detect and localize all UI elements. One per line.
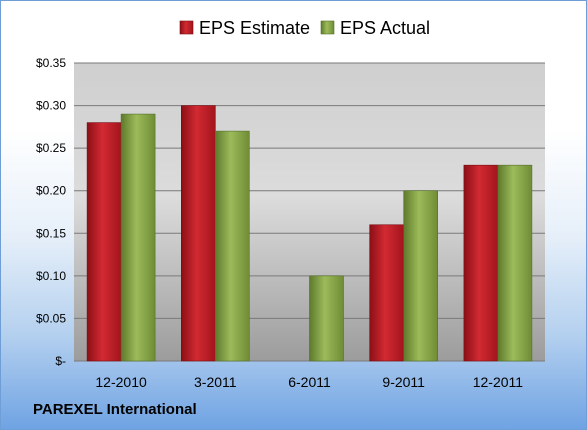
bar-actual-12-2011 bbox=[497, 164, 533, 362]
y-tick-label: $- bbox=[55, 354, 66, 368]
x-tick-label: 12-2011 bbox=[473, 374, 524, 390]
y-tick-label: $0.10 bbox=[36, 269, 66, 283]
legend-label-estimate: EPS Estimate bbox=[199, 18, 310, 38]
bar-estimate-12-2010 bbox=[86, 122, 122, 362]
y-tick-label: $0.20 bbox=[36, 184, 66, 198]
y-tick-label: $0.35 bbox=[36, 56, 66, 70]
bar-estimate-3-2011 bbox=[181, 105, 216, 362]
bar-estimate-9-2011 bbox=[369, 224, 405, 362]
x-tick-label: 9-2011 bbox=[382, 374, 425, 390]
company-name: PAREXEL International bbox=[33, 401, 197, 418]
y-tick-label: $0.25 bbox=[36, 141, 66, 155]
x-tick-label: 3-2011 bbox=[194, 374, 237, 390]
x-tick-label: 12-2010 bbox=[95, 374, 147, 390]
legend-swatch-actual bbox=[320, 20, 335, 35]
bar-actual-9-2011 bbox=[403, 190, 439, 362]
bar-actual-6-2011 bbox=[309, 275, 344, 362]
bar-actual-12-2010 bbox=[120, 113, 156, 362]
y-tick-label: $0.30 bbox=[36, 99, 66, 113]
legend-swatch-estimate bbox=[179, 20, 194, 35]
y-tick-label: $0.05 bbox=[36, 311, 66, 325]
legend-label-actual: EPS Actual bbox=[340, 18, 430, 38]
bar-actual-3-2011 bbox=[215, 130, 250, 362]
y-tick-label: $0.15 bbox=[36, 226, 66, 240]
bar-estimate-12-2011 bbox=[463, 164, 499, 362]
x-tick-label: 6-2011 bbox=[288, 374, 331, 390]
